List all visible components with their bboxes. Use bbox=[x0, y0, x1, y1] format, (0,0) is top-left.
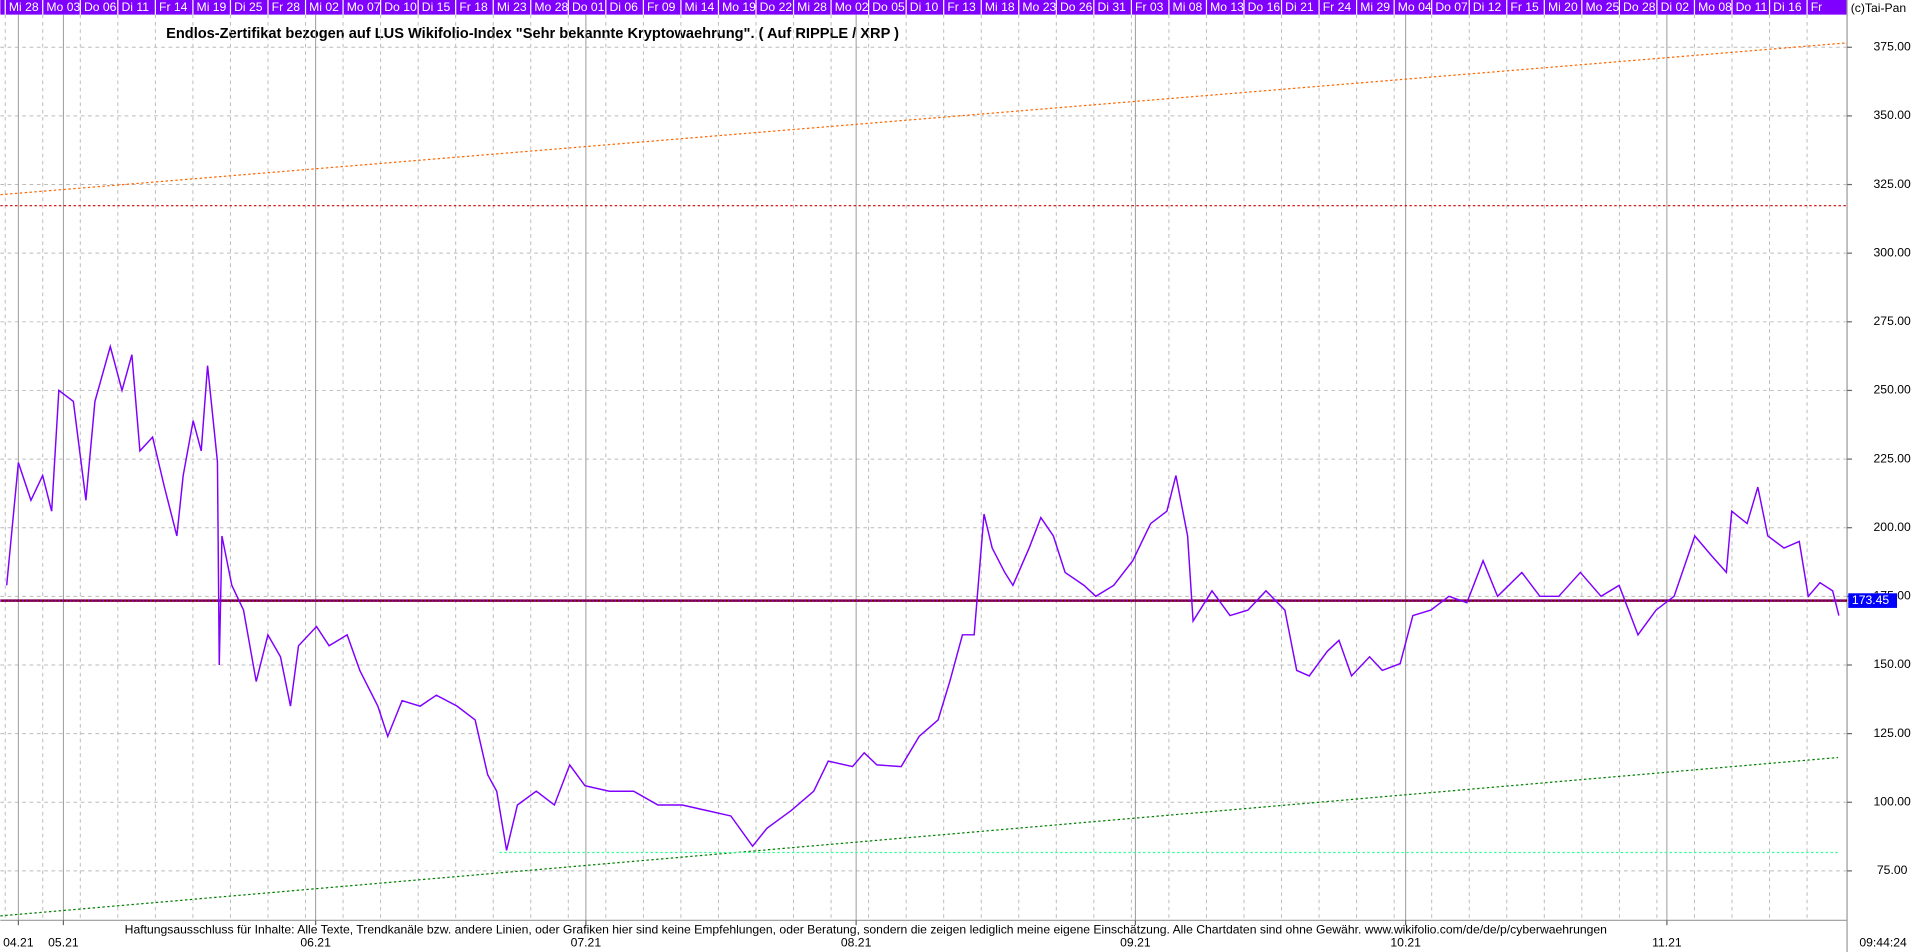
date-label: Mi 14 bbox=[685, 0, 715, 14]
date-label: Di 02 bbox=[1661, 0, 1690, 14]
x-tick-label: 10.21 bbox=[1390, 936, 1421, 950]
date-label: Do 26 bbox=[1060, 0, 1093, 14]
last-price-label: 173.45 bbox=[1852, 593, 1889, 607]
date-label: Mo 02 bbox=[835, 0, 869, 14]
y-tick-label: 150.00 bbox=[1874, 657, 1911, 671]
date-label: Di 06 bbox=[609, 0, 638, 14]
trend-line bbox=[0, 42, 1848, 196]
x-tick-label: 05.21 bbox=[48, 936, 79, 950]
date-label: Fr 13 bbox=[947, 0, 976, 14]
date-label: Fr 14 bbox=[159, 0, 188, 14]
date-label: Do 05 bbox=[872, 0, 905, 14]
date-label: Mi 19 bbox=[197, 0, 227, 14]
copyright: (c)Tai-Pan bbox=[1851, 1, 1906, 15]
date-label: Mo 23 bbox=[1022, 0, 1056, 14]
x-tick-label: 08.21 bbox=[841, 936, 872, 950]
y-tick-label: 275.00 bbox=[1874, 314, 1911, 328]
date-label: Di 25 bbox=[234, 0, 263, 14]
date-label: Di 16 bbox=[1773, 0, 1802, 14]
date-label: Do 11 bbox=[1736, 0, 1768, 14]
date-label: Do 22 bbox=[760, 0, 793, 14]
date-label: Di 12 bbox=[1473, 0, 1502, 14]
date-label: Mo 13 bbox=[1210, 0, 1244, 14]
x-tick-label: 07.21 bbox=[571, 936, 602, 950]
date-label: Do 07 bbox=[1435, 0, 1468, 14]
trend-line bbox=[0, 756, 1839, 917]
date-label: Mi 28 bbox=[9, 0, 39, 14]
date-label: Di 31 bbox=[1097, 0, 1126, 14]
date-label: Do 06 bbox=[84, 0, 117, 14]
x-tick-label: 06.21 bbox=[300, 936, 331, 950]
disclaimer: Haftungsausschluss für Inhalte: Alle Tex… bbox=[125, 922, 1607, 936]
date-label: Mi 23 bbox=[497, 0, 527, 14]
date-label: Mi 18 bbox=[985, 0, 1015, 14]
y-tick-label: 300.00 bbox=[1874, 245, 1911, 259]
date-label: Fr 28 bbox=[272, 0, 301, 14]
date-label: Di 11 bbox=[121, 0, 149, 14]
y-tick-label: 225.00 bbox=[1874, 451, 1911, 465]
date-label: Di 15 bbox=[422, 0, 451, 14]
date-label: Do 01 bbox=[572, 0, 605, 14]
date-label: Mo 25 bbox=[1586, 0, 1620, 14]
x-tick-label: 09.21 bbox=[1120, 936, 1151, 950]
time: 09:44:24 bbox=[1859, 936, 1907, 950]
y-tick-label: 100.00 bbox=[1874, 794, 1911, 808]
y-tick-label: 250.00 bbox=[1874, 383, 1911, 397]
last-price-box bbox=[1848, 593, 1898, 608]
date-label: Fr bbox=[1811, 0, 1823, 14]
date-label: Fr 03 bbox=[1135, 0, 1164, 14]
date-label: Fr 18 bbox=[459, 0, 488, 14]
date-label: Di 10 bbox=[910, 0, 939, 14]
date-label: Fr 15 bbox=[1510, 0, 1539, 14]
x-tick-label: 11.21 bbox=[1652, 936, 1682, 950]
date-label: Mo 04 bbox=[1398, 0, 1432, 14]
y-tick-label: 125.00 bbox=[1874, 726, 1911, 740]
date-label: Mi 02 bbox=[309, 0, 339, 14]
y-tick-label: 325.00 bbox=[1874, 177, 1911, 191]
date-label: Fr 24 bbox=[1323, 0, 1352, 14]
x-tick-label: 04.21 bbox=[3, 936, 34, 950]
date-label: Mo 08 bbox=[1698, 0, 1732, 14]
chart-title: Endlos-Zertifikat bezogen auf LUS Wikifo… bbox=[166, 26, 899, 42]
date-label: Mo 19 bbox=[722, 0, 756, 14]
date-label: Mi 08 bbox=[1173, 0, 1203, 14]
price-line bbox=[5, 343, 1840, 851]
date-strip bbox=[0, 0, 1848, 15]
y-tick-label: 350.00 bbox=[1874, 108, 1911, 122]
date-label: Di 21 bbox=[1285, 0, 1314, 14]
date-label: Mi 28 bbox=[797, 0, 827, 14]
y-tick-label: 375.00 bbox=[1874, 39, 1911, 53]
y-tick-label: 75.00 bbox=[1877, 863, 1908, 877]
date-label: Mi 29 bbox=[1360, 0, 1390, 14]
date-label: Do 16 bbox=[1248, 0, 1281, 14]
y-tick-label: 200.00 bbox=[1874, 520, 1911, 534]
date-label: Do 28 bbox=[1623, 0, 1656, 14]
date-label: Mo 28 bbox=[534, 0, 568, 14]
date-label: Mo 03 bbox=[46, 0, 80, 14]
date-label: Do 10 bbox=[384, 0, 417, 14]
date-label: Mi 20 bbox=[1548, 0, 1578, 14]
date-label: Mo 07 bbox=[347, 0, 381, 14]
date-label: Fr 09 bbox=[647, 0, 676, 14]
